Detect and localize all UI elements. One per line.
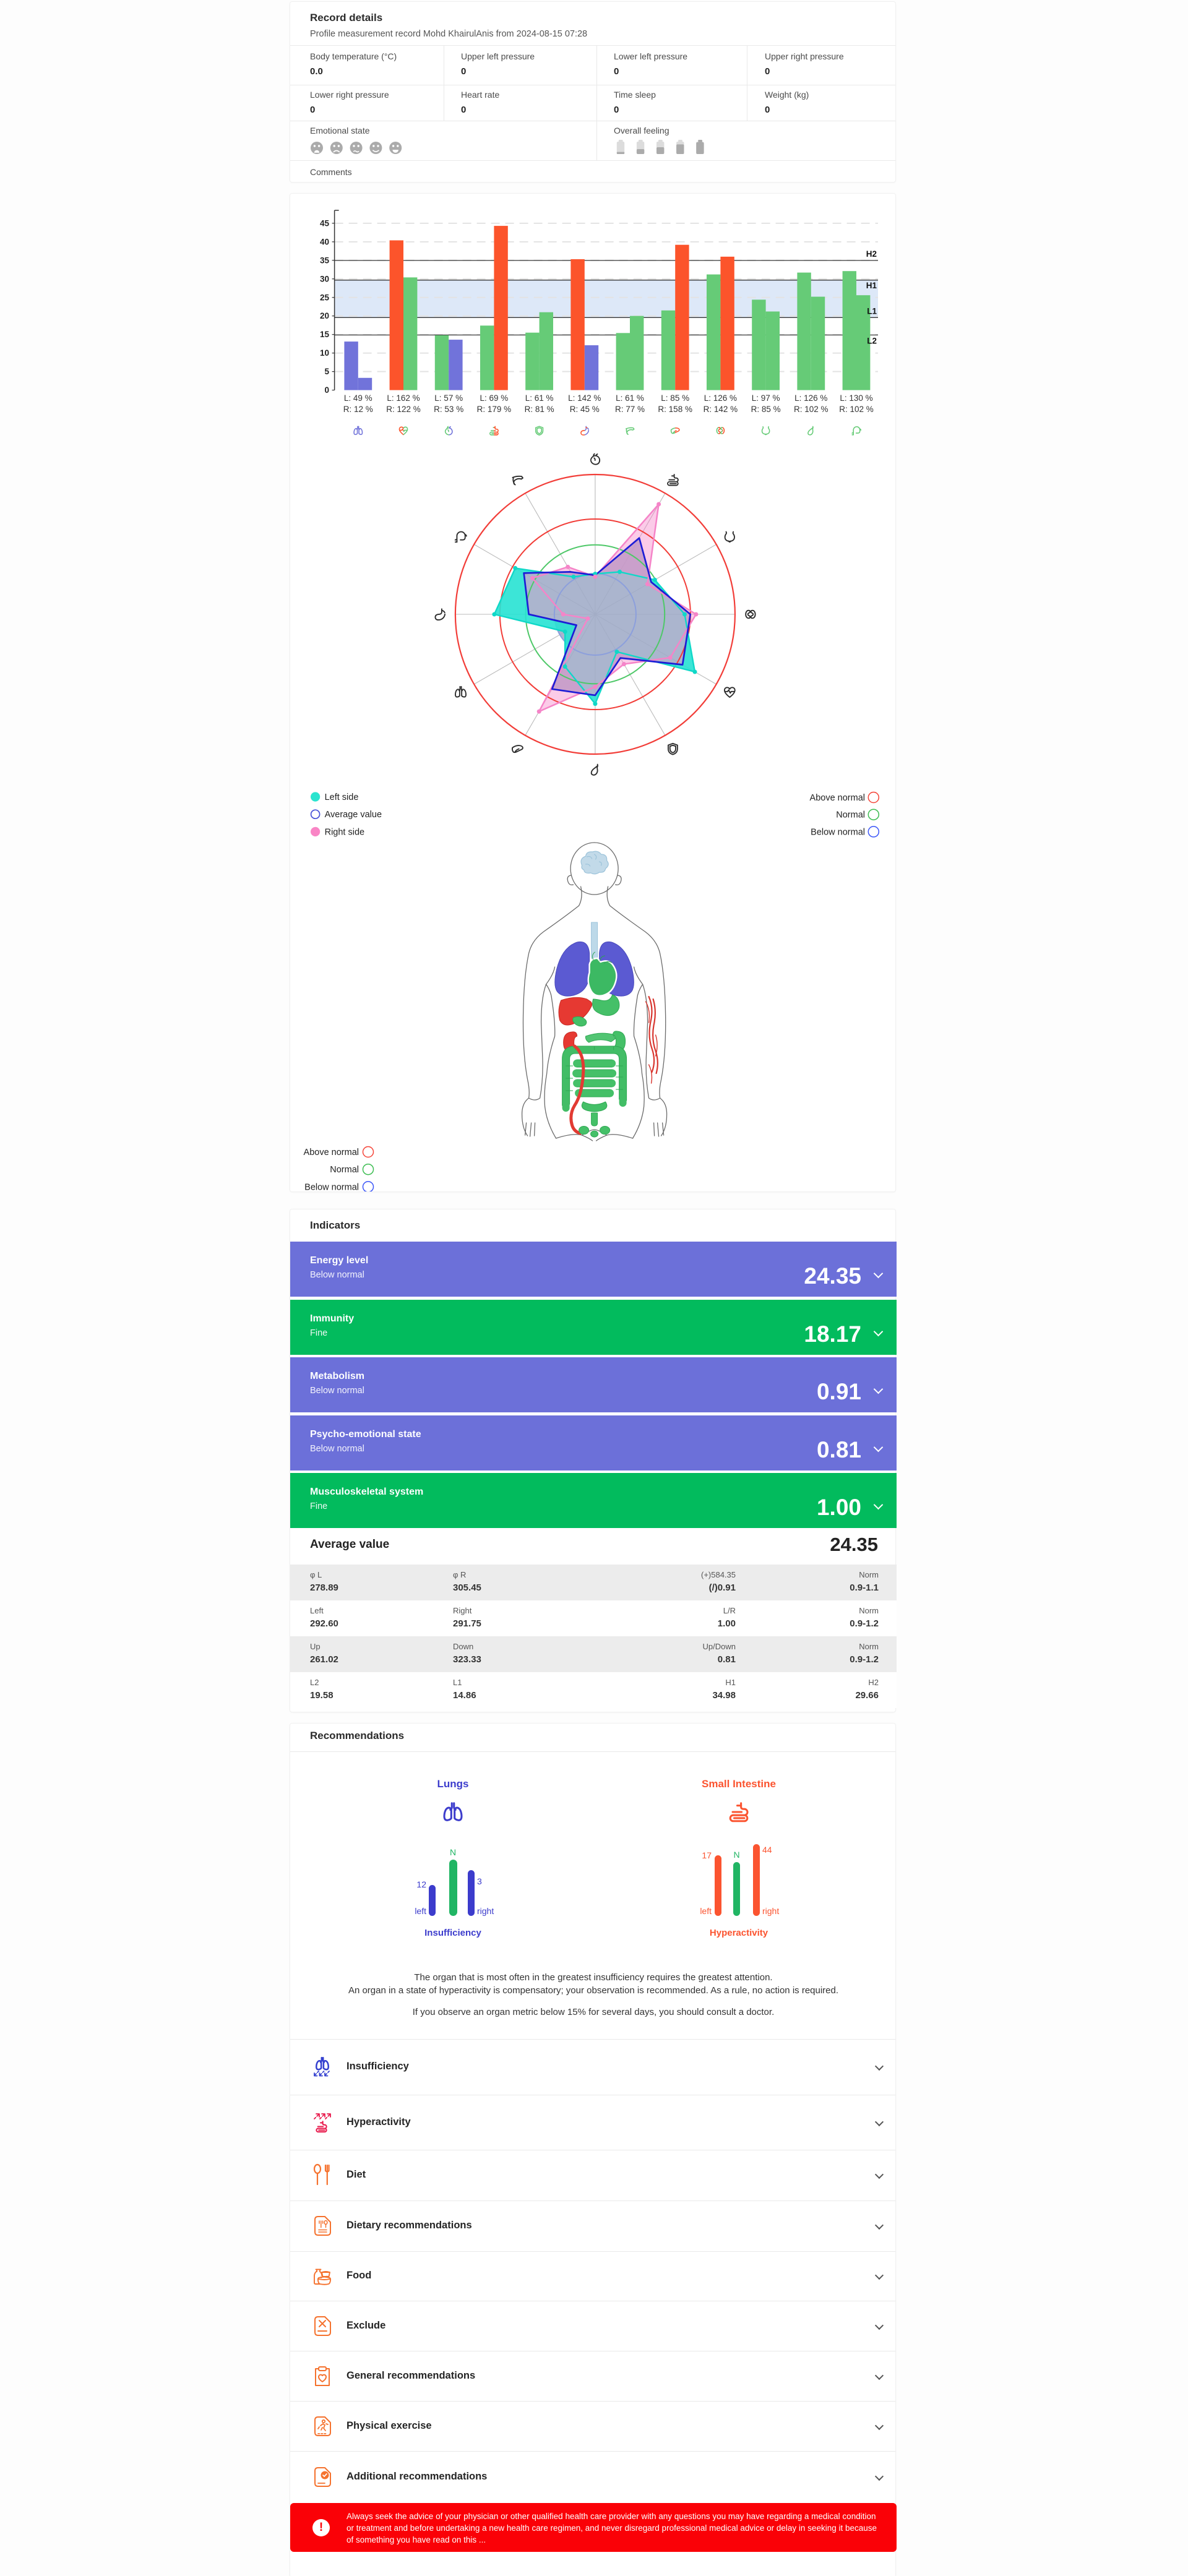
- svg-text:L1: L1: [867, 306, 877, 316]
- svg-text:Average value: Average value: [325, 810, 382, 820]
- svg-text:L: 85 %: L: 85 %: [661, 393, 689, 403]
- svg-text:Normal: Normal: [836, 810, 865, 820]
- svg-text:L: 130 %: L: 130 %: [840, 393, 872, 403]
- svg-text:L: 126 %: L: 126 %: [794, 393, 827, 403]
- svg-text:R: 12 %: R: 12 %: [343, 405, 373, 414]
- svg-text:R: 179 %: R: 179 %: [477, 405, 512, 414]
- svg-text:35: 35: [320, 255, 330, 265]
- svg-text:Below normal: Below normal: [304, 1182, 359, 1191]
- svg-text:Right side: Right side: [325, 827, 364, 837]
- svg-text:L: 49 %: L: 49 %: [344, 393, 372, 403]
- svg-text:Left side: Left side: [325, 792, 359, 802]
- svg-text:R: 45 %: R: 45 %: [570, 405, 600, 414]
- svg-text:Above normal: Above normal: [304, 1148, 359, 1157]
- svg-text:L: 162 %: L: 162 %: [387, 393, 420, 403]
- svg-text:Below normal: Below normal: [811, 827, 865, 837]
- svg-text:R: 53 %: R: 53 %: [434, 405, 463, 414]
- svg-text:L2: L2: [867, 337, 877, 346]
- svg-text:R: 102 %: R: 102 %: [794, 405, 829, 414]
- svg-text:Above normal: Above normal: [810, 793, 865, 803]
- svg-text:20: 20: [320, 311, 329, 320]
- svg-text:H2: H2: [866, 249, 877, 259]
- svg-text:Normal: Normal: [330, 1165, 359, 1175]
- svg-text:5: 5: [324, 367, 329, 376]
- svg-text:0: 0: [324, 385, 329, 395]
- svg-text:30: 30: [320, 274, 329, 283]
- svg-text:L: 142 %: L: 142 %: [568, 393, 601, 403]
- svg-text:L: 97 %: L: 97 %: [752, 393, 780, 403]
- svg-text:L: 69 %: L: 69 %: [480, 393, 509, 403]
- svg-text:R: 85 %: R: 85 %: [751, 405, 781, 414]
- svg-text:L: 61 %: L: 61 %: [616, 393, 644, 403]
- svg-text:H1: H1: [866, 281, 877, 290]
- svg-text:10: 10: [320, 348, 329, 358]
- svg-text:R: 77 %: R: 77 %: [615, 405, 645, 414]
- svg-text:R: 81 %: R: 81 %: [525, 405, 554, 414]
- svg-text:R: 158 %: R: 158 %: [658, 405, 692, 414]
- svg-text:L: 126 %: L: 126 %: [704, 393, 737, 403]
- svg-text:R: 102 %: R: 102 %: [839, 405, 874, 414]
- svg-text:25: 25: [320, 293, 330, 302]
- svg-text:R: 142 %: R: 142 %: [704, 405, 738, 414]
- svg-text:R: 122 %: R: 122 %: [386, 405, 421, 414]
- svg-text:40: 40: [320, 237, 329, 246]
- svg-text:L: 57 %: L: 57 %: [434, 393, 463, 403]
- svg-text:15: 15: [320, 330, 330, 339]
- svg-text:L: 61 %: L: 61 %: [525, 393, 554, 403]
- svg-text:45: 45: [320, 218, 330, 228]
